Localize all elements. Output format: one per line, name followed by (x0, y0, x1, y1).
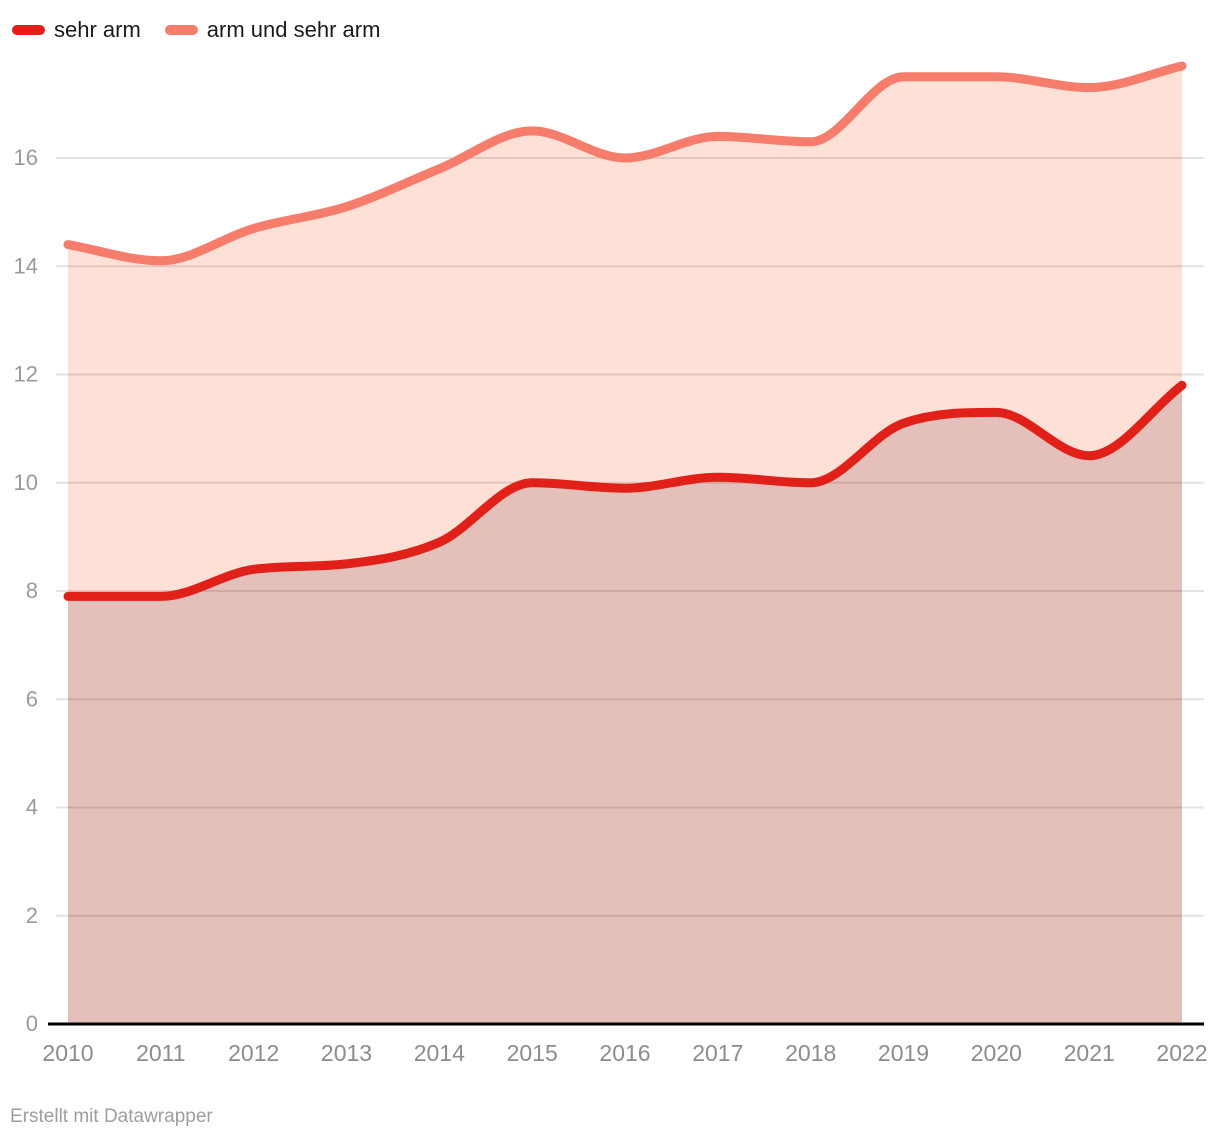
legend-swatch-arm-und-sehr-arm-icon (164, 25, 198, 35)
tick-label-x-2016: 2016 (599, 1040, 650, 1066)
legend-label-sehr-arm: sehr arm (54, 17, 141, 42)
tick-label-x-2013: 2013 (321, 1040, 372, 1066)
tick-label-x-2014: 2014 (414, 1040, 465, 1066)
tick-label-y-8: 8 (26, 578, 38, 603)
series-sehr-arm-area (68, 385, 1182, 1024)
tick-label-y-0: 0 (26, 1011, 38, 1036)
tick-label-x-2010: 2010 (42, 1040, 93, 1066)
tick-label-x-2012: 2012 (228, 1040, 279, 1066)
series-arm-und-sehr-arm-line (63, 61, 1187, 266)
tick-label-y-14: 14 (14, 253, 38, 278)
tick-label-y-2: 2 (26, 903, 38, 928)
series-sehr-arm-line (63, 380, 1187, 601)
legend-swatch-sehr-arm-icon (12, 25, 45, 35)
tick-label-y-10: 10 (14, 470, 38, 495)
tick-label-x-2021: 2021 (1064, 1040, 1115, 1066)
legend-item-sehr-arm: sehr arm (12, 18, 141, 42)
legend-item-arm-und-sehr-arm: arm und sehr arm (164, 17, 381, 42)
tick-label-x-2015: 2015 (507, 1040, 558, 1066)
tick-label-y-12: 12 (14, 362, 38, 387)
area-chart: 0 2 4 6 8 10 12 14 16 2010 2011 2012 2013 2014 2015 201… (14, 61, 1208, 1066)
tick-label-x-2019: 2019 (878, 1040, 929, 1066)
tick-label-x-2017: 2017 (692, 1040, 743, 1066)
tick-label-y-16: 16 (14, 145, 38, 170)
legend: sehr arm arm und sehr arm (12, 18, 404, 42)
tick-label-x-2022: 2022 (1156, 1040, 1207, 1066)
legend-label-arm-und-sehr-arm: arm und sehr arm (206, 17, 381, 42)
attribution: Erstellt mit Datawrapper (10, 1106, 213, 1127)
tick-label-x-2018: 2018 (785, 1040, 836, 1066)
tick-label-x-2020: 2020 (971, 1040, 1022, 1066)
tick-label-x-2011: 2011 (136, 1040, 185, 1066)
tick-label-y-4: 4 (26, 795, 38, 820)
tick-label-y-6: 6 (26, 686, 38, 711)
